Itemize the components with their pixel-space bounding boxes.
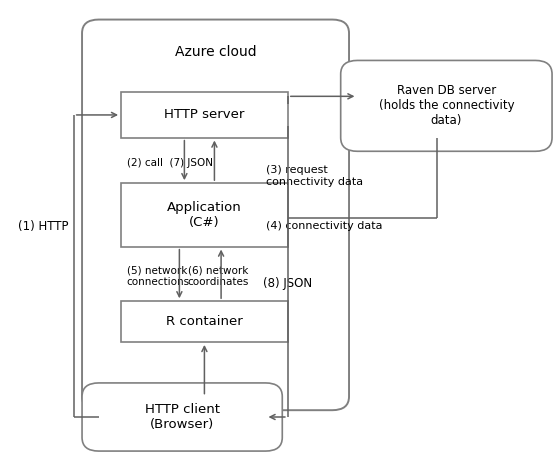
Text: (6) network
coordinates: (6) network coordinates — [188, 266, 249, 287]
Text: Raven DB server
(holds the connectivity
data): Raven DB server (holds the connectivity … — [378, 85, 514, 128]
Text: (3) request
connectivity data: (3) request connectivity data — [266, 165, 363, 187]
Text: (2) call  (7) JSON: (2) call (7) JSON — [126, 158, 212, 168]
FancyBboxPatch shape — [121, 183, 288, 247]
Text: (1) HTTP: (1) HTTP — [18, 220, 69, 233]
Text: Application
(C#): Application (C#) — [167, 201, 242, 229]
Text: HTTP client
(Browser): HTTP client (Browser) — [145, 403, 220, 431]
FancyBboxPatch shape — [82, 20, 349, 410]
Text: HTTP server: HTTP server — [164, 108, 245, 122]
FancyBboxPatch shape — [121, 92, 288, 138]
FancyBboxPatch shape — [340, 60, 552, 151]
Text: (4) connectivity data: (4) connectivity data — [266, 221, 382, 231]
Text: Azure cloud: Azure cloud — [175, 44, 257, 58]
Text: R container: R container — [166, 315, 243, 328]
FancyBboxPatch shape — [82, 383, 282, 451]
Text: (5) network
connections: (5) network connections — [126, 266, 190, 287]
FancyBboxPatch shape — [121, 301, 288, 342]
Text: (8) JSON: (8) JSON — [263, 276, 312, 289]
